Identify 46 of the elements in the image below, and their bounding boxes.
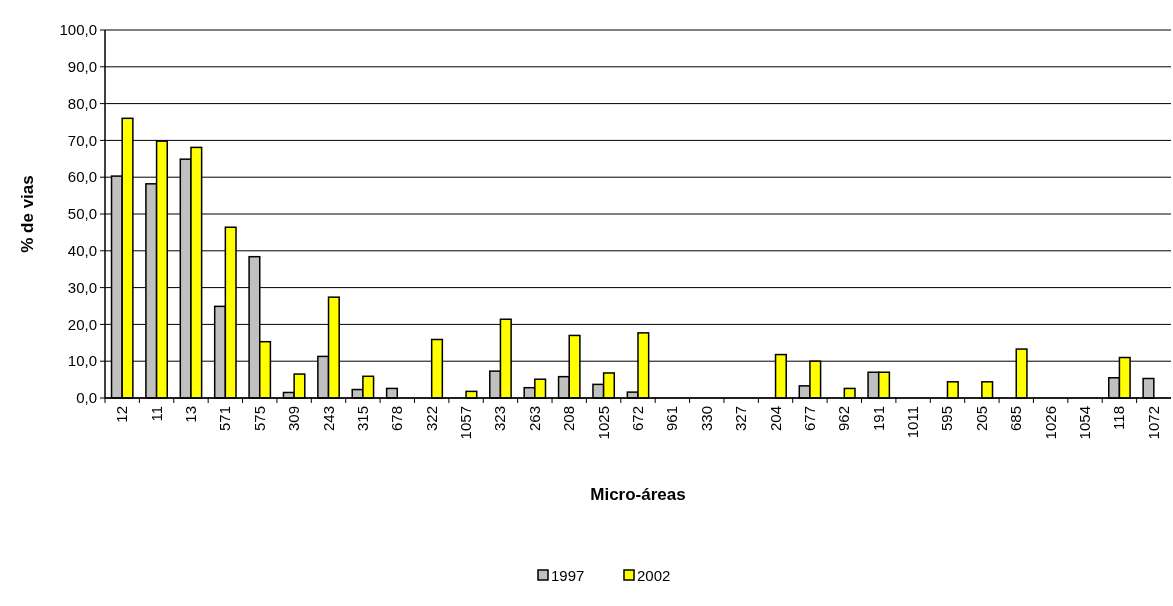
y-tick-label: 0,0	[76, 389, 97, 407]
x-tick-label: 323	[491, 406, 509, 432]
y-tick-label: 40,0	[67, 242, 97, 260]
x-tick-label: 315	[353, 406, 371, 432]
y-tick-label: 100,0	[59, 21, 97, 39]
x-tick-label: 1072	[1144, 406, 1162, 440]
x-tick-label: 672	[629, 406, 646, 432]
legend-label: 2002	[637, 567, 671, 585]
y-tick-label: 50,0	[67, 205, 97, 223]
x-tick-label: 309	[285, 406, 303, 432]
x-tick-label: 263	[525, 406, 543, 432]
x-tick-label: 322	[422, 406, 440, 432]
x-tick-label: 575	[250, 406, 268, 432]
y-tick-label: 60,0	[67, 168, 97, 186]
x-tick-label: 1011	[904, 406, 922, 439]
x-tick-label: 12	[113, 406, 131, 423]
x-tick-label: 571	[216, 406, 234, 432]
y-axis-title: % de vias	[18, 175, 37, 253]
y-tick-label: 20,0	[67, 315, 97, 333]
x-tick-label: 11	[147, 406, 165, 422]
x-tick-label: 1054	[1076, 406, 1094, 440]
x-axis-title: Micro-áreas	[590, 485, 686, 504]
x-tick-label: 243	[319, 406, 337, 432]
x-tick-label: 677	[800, 406, 818, 432]
y-tick-label: 70,0	[67, 131, 97, 149]
x-tick-label: 678	[388, 406, 406, 432]
x-tick-label: 330	[697, 406, 715, 432]
y-tick-label: 10,0	[67, 352, 97, 370]
x-tick-label: 1025	[594, 406, 612, 440]
x-tick-label: 962	[835, 406, 853, 432]
x-tick-label: 13	[181, 406, 199, 423]
x-tick-label: 118	[1110, 406, 1128, 430]
x-tick-label: 595	[938, 406, 956, 432]
x-tick-label: 685	[1007, 406, 1025, 432]
x-tick-label: 191	[869, 406, 887, 432]
x-tick-label: 208	[560, 406, 578, 432]
x-tick-label: 1026	[1041, 406, 1059, 440]
y-tick-label: 90,0	[67, 58, 97, 76]
x-tick-label: 1057	[457, 406, 475, 440]
x-tick-label: 205	[972, 406, 990, 432]
legend-label: 1997	[551, 567, 585, 585]
y-tick-label: 80,0	[67, 94, 97, 112]
x-tick-label: 961	[663, 406, 681, 432]
x-tick-label: 327	[732, 406, 750, 432]
x-tick-label: 204	[766, 406, 784, 432]
y-tick-label: 30,0	[67, 278, 97, 296]
